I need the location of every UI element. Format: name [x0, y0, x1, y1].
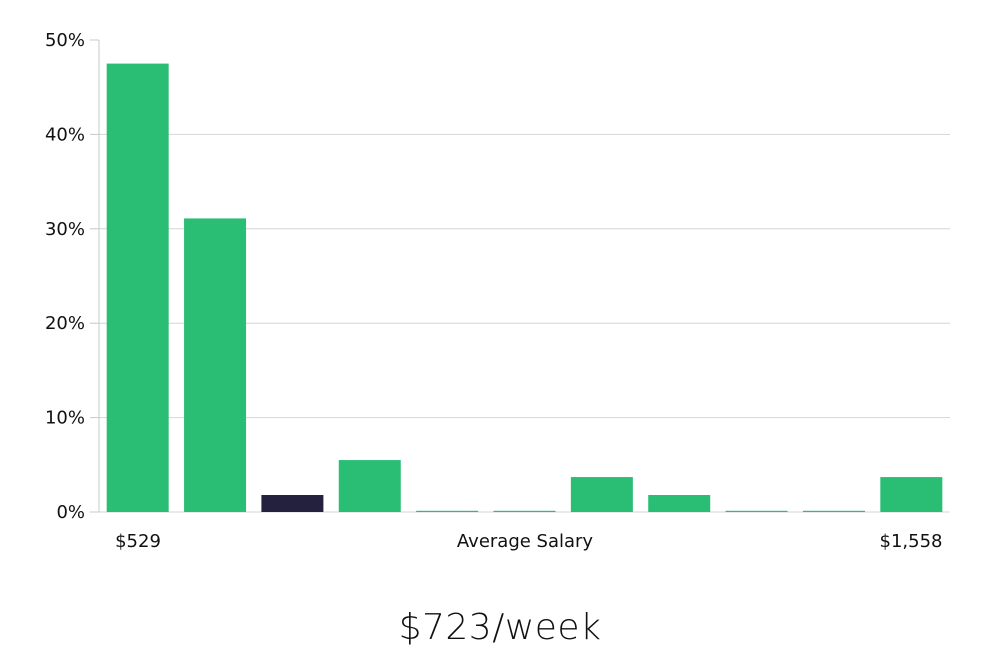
- bar: [880, 477, 943, 512]
- bar: [493, 510, 556, 512]
- y-tick-label: 40%: [45, 124, 85, 145]
- y-tick-label: 50%: [45, 30, 85, 51]
- bar: [416, 510, 479, 512]
- bar: [184, 218, 247, 512]
- x-min-label: $529: [115, 531, 161, 552]
- bar: [570, 477, 633, 512]
- bars: [106, 63, 943, 512]
- bar: [802, 510, 865, 512]
- bar: [648, 495, 711, 512]
- y-tick-label: 10%: [45, 408, 85, 429]
- y-axis: [90, 39, 100, 513]
- bar: [338, 460, 401, 512]
- highlighted-bar: [261, 495, 324, 512]
- y-tick-label: 0%: [56, 502, 85, 523]
- x-max-label: $1,558: [880, 531, 943, 552]
- tick-labels: 0% 10% 20% 30% 40% 50%: [45, 30, 85, 523]
- y-tick-label: 30%: [45, 219, 85, 240]
- bar: [725, 510, 788, 512]
- bar: [106, 63, 169, 512]
- y-tick-label: 20%: [45, 313, 85, 334]
- average-weekly-salary: $723/week: [398, 607, 602, 648]
- x-axis-title: Average Salary: [457, 531, 594, 552]
